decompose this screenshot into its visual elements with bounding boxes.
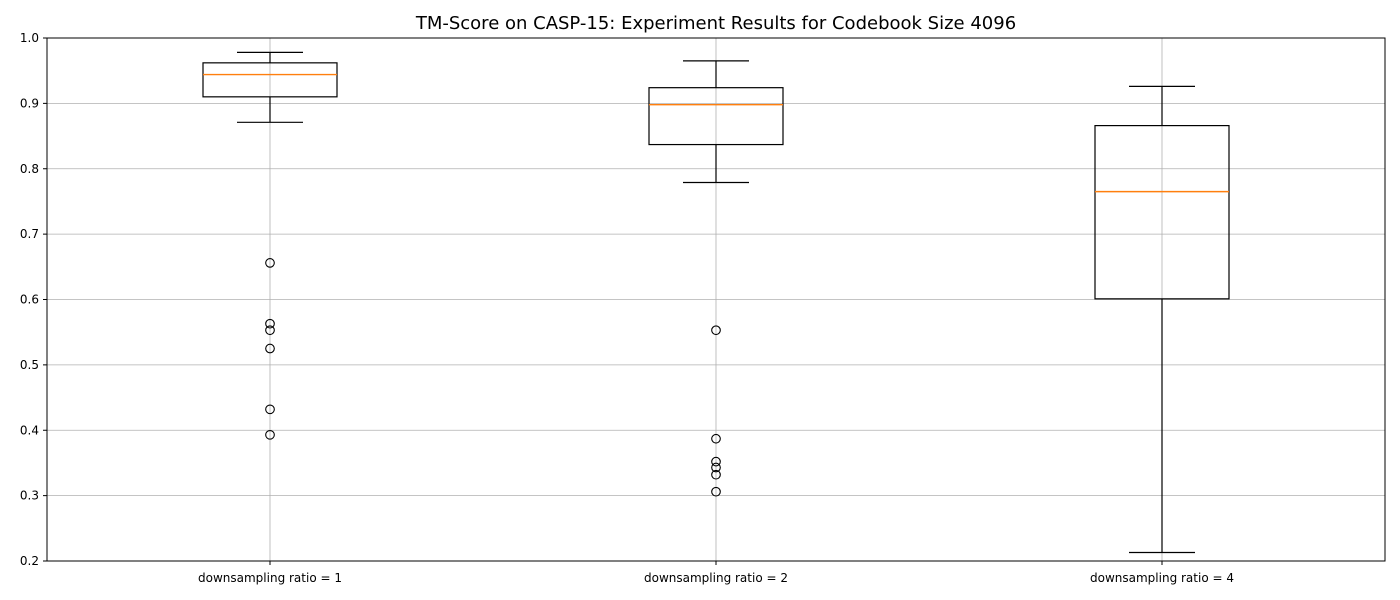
boxes <box>202 51 1230 554</box>
outlier-point <box>711 469 721 480</box>
outlier-point <box>711 325 721 336</box>
iqr-box <box>202 62 338 98</box>
outlier-point <box>265 258 275 268</box>
box-group <box>648 60 784 497</box>
chart-title: TM-Score on CASP-15: Experiment Results … <box>415 13 1016 34</box>
iqr-box <box>648 87 784 146</box>
outlier-point <box>265 429 275 440</box>
y-tick-label: 0.9 <box>20 96 39 110</box>
y-tick-label: 0.5 <box>20 358 39 372</box>
y-tick-label: 0.4 <box>20 423 39 437</box>
y-tick-label: 0.6 <box>20 293 39 307</box>
y-tick-label: 0.7 <box>20 227 39 241</box>
iqr-box <box>1094 125 1230 300</box>
outlier-point <box>711 433 721 444</box>
y-tick-label: 0.8 <box>20 162 39 176</box>
y-tick-label: 0.3 <box>20 489 39 503</box>
outlier-point <box>265 343 275 354</box>
outlier-point <box>265 325 275 336</box>
grid-lines <box>47 37 1385 562</box>
y-tick-label: 1.0 <box>20 31 39 45</box>
outlier-point <box>711 456 721 467</box>
box-group <box>1094 85 1230 554</box>
outlier-point <box>265 404 275 415</box>
plot-frame <box>46 37 1386 562</box>
outlier-point <box>711 462 721 473</box>
box-group <box>202 51 338 440</box>
y-tick-label: 0.2 <box>20 554 39 568</box>
y-axis: 0.2 0.3 0.4 0.5 0.6 0.7 0.8 0.9 1.0 <box>20 31 47 568</box>
x-tick-label: downsampling ratio = 1 <box>198 571 342 585</box>
x-axis: downsampling ratio = 1 downsampling ratio… <box>198 561 1234 585</box>
x-tick-label: downsampling ratio = 4 <box>1090 571 1234 585</box>
outlier-point <box>711 486 721 497</box>
x-tick-label: downsampling ratio = 2 <box>644 571 788 585</box>
outlier-point <box>265 318 275 329</box>
